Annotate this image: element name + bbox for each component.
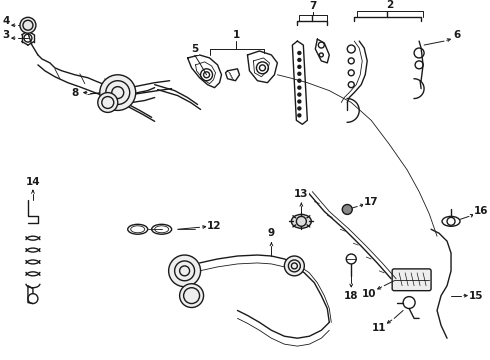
Text: 13: 13: [294, 189, 309, 199]
Text: 5: 5: [191, 44, 198, 54]
Circle shape: [100, 75, 136, 111]
Text: 1: 1: [233, 30, 240, 40]
Text: 7: 7: [310, 1, 317, 12]
Circle shape: [169, 255, 200, 287]
Ellipse shape: [292, 215, 311, 228]
FancyBboxPatch shape: [392, 269, 431, 291]
Text: 4: 4: [2, 16, 10, 26]
Circle shape: [284, 256, 304, 276]
Text: 16: 16: [474, 206, 488, 216]
Circle shape: [342, 204, 352, 215]
Text: 11: 11: [372, 323, 387, 333]
Circle shape: [298, 79, 301, 82]
Text: 14: 14: [25, 177, 40, 187]
Text: 6: 6: [453, 30, 461, 40]
Text: 2: 2: [387, 0, 394, 10]
Text: 18: 18: [344, 291, 359, 301]
Circle shape: [298, 72, 301, 75]
Circle shape: [298, 100, 301, 103]
Circle shape: [298, 66, 301, 68]
Circle shape: [20, 17, 36, 33]
Text: 15: 15: [469, 291, 483, 301]
Text: 9: 9: [268, 228, 275, 238]
Circle shape: [98, 93, 118, 112]
Circle shape: [298, 93, 301, 96]
Circle shape: [298, 58, 301, 62]
Text: 10: 10: [362, 289, 376, 299]
Text: 12: 12: [207, 221, 222, 231]
Circle shape: [298, 107, 301, 110]
Text: 17: 17: [364, 197, 378, 207]
Text: 8: 8: [71, 87, 78, 98]
Circle shape: [180, 284, 203, 307]
Circle shape: [298, 51, 301, 54]
Text: 3: 3: [2, 30, 10, 40]
Circle shape: [298, 86, 301, 89]
Circle shape: [298, 114, 301, 117]
